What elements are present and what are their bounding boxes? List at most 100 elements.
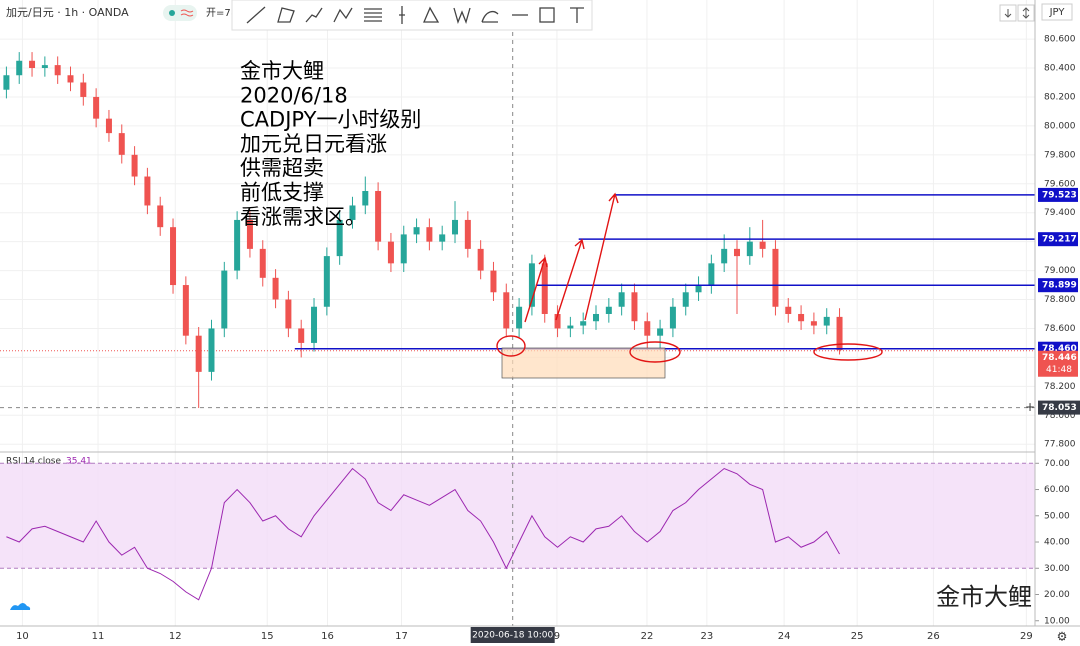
candle-body <box>336 219 343 257</box>
rsi-tick-label: 50.00 <box>1044 511 1070 521</box>
y-tick-label: 79.600 <box>1044 179 1076 189</box>
candle-body <box>93 96 100 119</box>
candle-body <box>375 190 382 242</box>
candle-body <box>157 205 164 228</box>
logo <box>10 603 31 610</box>
tool-xabcd[interactable] <box>453 7 471 25</box>
y-tick-label: 78.600 <box>1044 324 1076 334</box>
arrow <box>584 192 619 321</box>
candle-body <box>426 227 433 242</box>
tool-polyline[interactable] <box>277 7 295 23</box>
candle-body <box>810 321 817 326</box>
status-dot <box>169 10 175 16</box>
candle-body <box>272 277 279 300</box>
drawing-toolbar <box>231 0 593 31</box>
tool-vline[interactable] <box>399 6 405 24</box>
candle-body <box>54 65 61 76</box>
candle-body <box>221 270 228 329</box>
currency: JPY <box>1049 7 1066 18</box>
candle-body <box>644 321 651 336</box>
candle-body <box>311 306 318 343</box>
x-tick-label: 10 <box>16 631 29 642</box>
annotation: 金市大鲤2020/6/18CADJPY一小时级别加元兑日元看涨供需超卖前低支撑看… <box>240 59 421 229</box>
tool-triangle[interactable] <box>423 6 440 23</box>
settings-icon[interactable]: ⚙ <box>1057 630 1068 644</box>
y-tick-label: 79.800 <box>1044 150 1076 160</box>
candle-body <box>259 248 266 278</box>
scale-icon <box>1022 7 1030 19</box>
symbol-title: 加元/日元 · 1h · OANDA <box>6 6 129 19</box>
candle-body <box>323 256 330 307</box>
annotation-line: 供需超卖 <box>240 156 324 180</box>
candle-body <box>298 328 305 343</box>
x-tick-label: 11 <box>92 631 105 642</box>
x-tick-label: 22 <box>641 631 654 642</box>
annotation-line: 2020/6/18 <box>240 83 348 107</box>
candle-body <box>721 248 728 264</box>
candle-body <box>823 316 830 326</box>
candle-body <box>618 292 625 307</box>
y-tick-label: 80.400 <box>1044 64 1076 74</box>
x-tick-label: 24 <box>778 631 791 642</box>
candle-body <box>349 205 356 220</box>
candle-body <box>413 227 420 235</box>
level-label-bg <box>1038 232 1078 247</box>
candle-body <box>593 313 600 322</box>
tool-text[interactable] <box>570 7 584 23</box>
grid <box>0 0 1039 626</box>
crosshair-x-bg <box>470 627 555 643</box>
candle-body <box>695 285 702 293</box>
tool-rect[interactable] <box>539 7 555 23</box>
status-icon <box>180 9 194 17</box>
rsi-tick-label: 20.00 <box>1044 590 1070 600</box>
candle-body <box>118 133 125 155</box>
candle-body <box>182 285 189 336</box>
candle-body <box>516 306 523 329</box>
status-pill[interactable] <box>163 5 197 21</box>
candle-body <box>234 219 241 271</box>
x-tick-label: 15 <box>261 631 274 642</box>
candle-body <box>528 263 535 307</box>
level-label: 79.523 <box>1042 190 1077 200</box>
annotation-line: 看涨需求区。 <box>240 205 366 229</box>
tool-trendline[interactable] <box>246 6 266 24</box>
candle-body <box>554 313 561 329</box>
tool-pattern[interactable] <box>333 7 353 23</box>
crosshair-x-label: 2020-06-18 10:00 <box>472 631 553 641</box>
tool-fib[interactable] <box>364 8 382 22</box>
tool-curve[interactable] <box>481 10 499 23</box>
level-label-bg <box>1038 187 1078 202</box>
candle-body <box>246 219 253 249</box>
candle-body <box>490 270 497 293</box>
candle-body <box>477 248 484 271</box>
candle-body <box>285 299 292 329</box>
candle-body <box>208 328 215 372</box>
level-label: 79.217 <box>1042 235 1077 245</box>
x-tick-label: 16 <box>321 631 334 642</box>
y-tick-label: 78.800 <box>1044 295 1076 305</box>
tool-path[interactable] <box>305 7 323 23</box>
candle-body <box>772 248 779 307</box>
x-tick-label: 23 <box>701 631 714 642</box>
rsi-band <box>0 463 1035 569</box>
candle-body <box>669 306 676 329</box>
candle-body <box>29 60 36 69</box>
candle-body <box>503 292 510 329</box>
candle-body <box>170 227 177 286</box>
candle-body <box>580 321 587 326</box>
y-tick-label: 77.800 <box>1044 440 1076 450</box>
candle-body <box>131 154 138 177</box>
y-tick-label: 80.000 <box>1044 121 1076 131</box>
y-tick-label: 79.400 <box>1044 208 1076 218</box>
candle-body <box>67 75 74 83</box>
candle-body <box>452 219 459 235</box>
rsi-title: RSI 14 close <box>6 457 61 467</box>
annotation-line: 前低支撑 <box>240 181 324 205</box>
y-tick-label: 78.200 <box>1044 382 1076 392</box>
level-label: 78.899 <box>1042 281 1077 291</box>
x-tick-label: 26 <box>927 631 940 642</box>
candle-body <box>439 234 446 242</box>
watermark: 金市大鲤 <box>936 583 1032 611</box>
candle-body <box>631 292 638 322</box>
